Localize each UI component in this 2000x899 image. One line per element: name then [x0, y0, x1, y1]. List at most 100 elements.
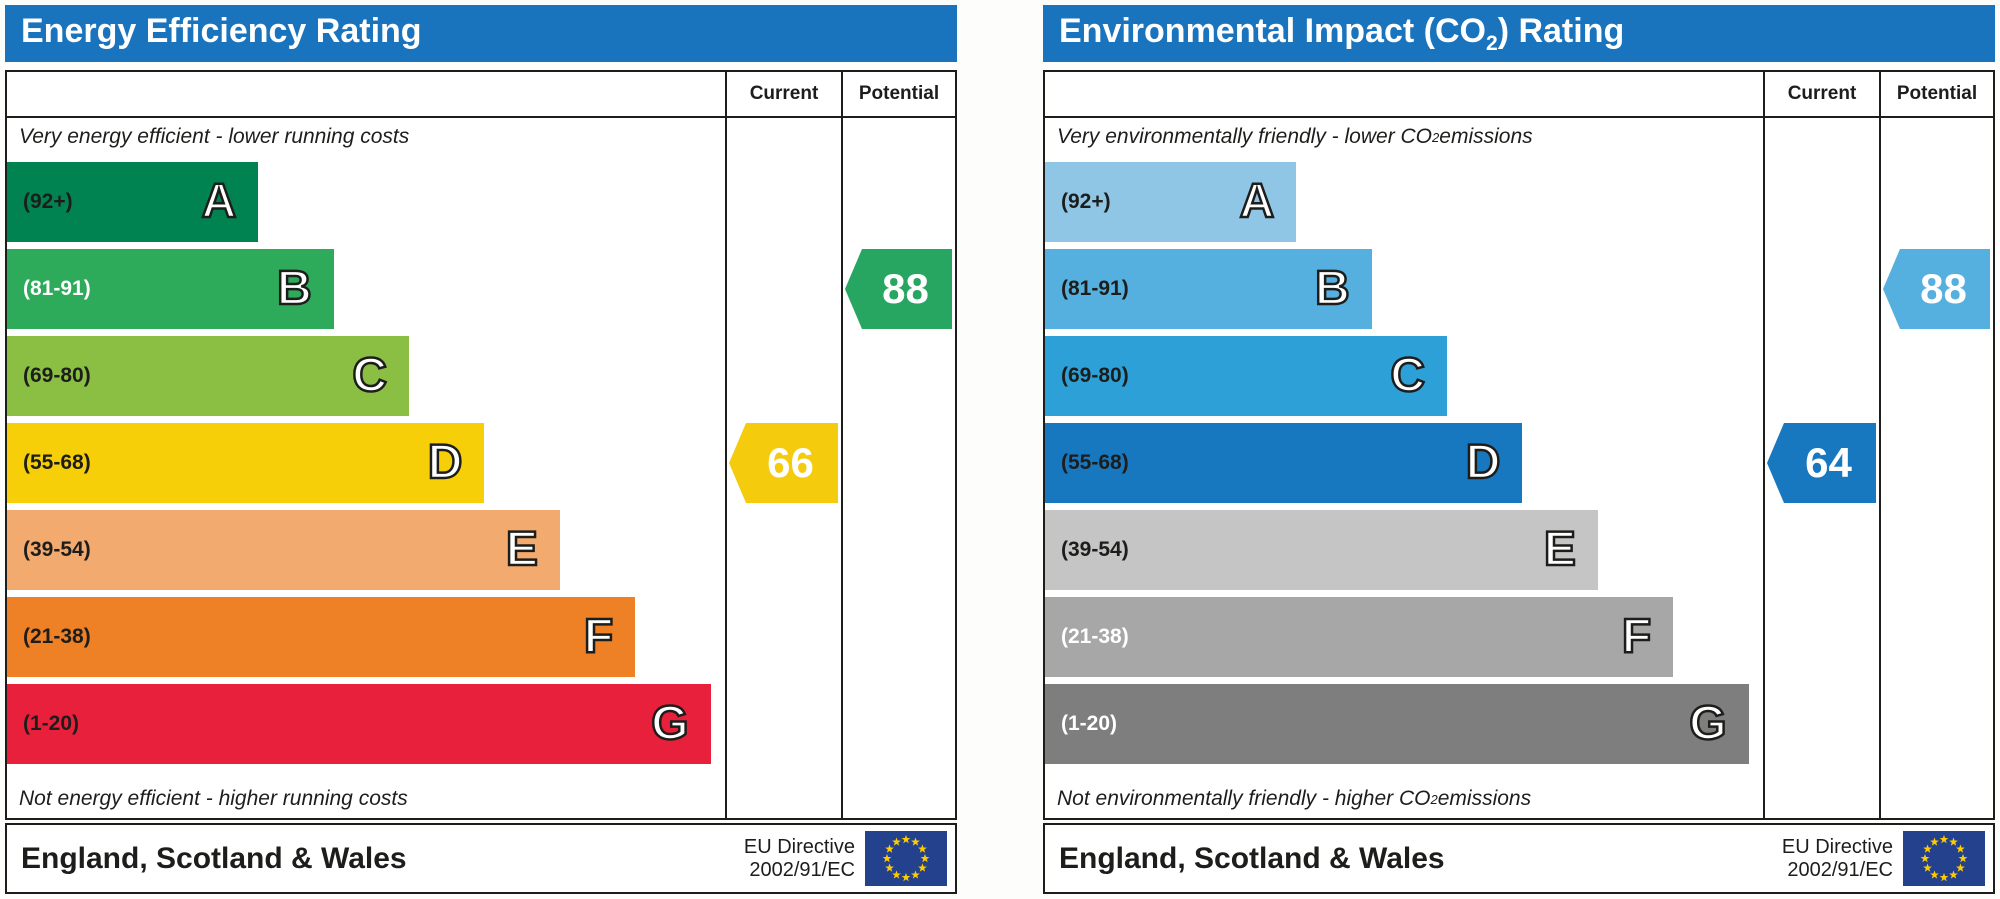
band-range-label: (81-91) [1061, 277, 1129, 300]
potential-rating-arrow: 88 [1883, 249, 1990, 329]
band-letter: F [583, 610, 615, 663]
current-column-header: Current [1763, 72, 1879, 116]
rating-bands-area: Very environmentally friendly - lower CO… [1045, 118, 1763, 818]
eu-directive-label: EU Directive 2002/91/EC [744, 836, 865, 882]
chart-body: Very energy efficient - lower running co… [7, 118, 955, 818]
caption-top: Very environmentally friendly - lower CO… [1057, 125, 1533, 148]
band-letter: E [505, 523, 540, 576]
bands-list: (92+) A (81-91) B (69-80) C (55-68) D (39-54… [7, 156, 725, 764]
band-range-label: (55-68) [1061, 451, 1129, 474]
potential-column-header: Potential [841, 72, 955, 116]
potential-rating-arrow: 88 [845, 249, 952, 329]
band-row-a: (92+) A [7, 162, 725, 242]
rating-chart: Current Potential Very energy efficient … [5, 70, 957, 820]
band-range-label: (55-68) [23, 451, 91, 474]
band-letter: D [427, 436, 464, 489]
band-letter: C [351, 349, 388, 402]
band-bar-c: (69-80) C [7, 336, 410, 416]
chart-header-row: Current Potential [1045, 72, 1993, 118]
band-row-f: (21-38) F [1045, 597, 1763, 677]
energy-efficiency-panel: Energy Efficiency Rating Current Potenti… [5, 5, 957, 894]
band-range-label: (1-20) [23, 712, 80, 735]
chart-header-row: Current Potential [7, 72, 955, 118]
current-rating-value: 66 [767, 439, 814, 486]
band-letter: G [1688, 697, 1728, 750]
rating-bands-area: Very energy efficient - lower running co… [7, 118, 725, 818]
band-bar-b: (81-91) B [7, 249, 334, 329]
header-spacer [7, 72, 725, 116]
band-bar-e: (39-54) E [7, 510, 560, 590]
band-range-label: (92+) [1061, 190, 1111, 213]
current-rating-arrow: 66 [729, 423, 838, 503]
page-title: Environmental Impact (CO2) Rating [1043, 5, 1995, 62]
band-bar-d: (55-68) D [7, 423, 485, 503]
band-row-b: (81-91) B [7, 249, 725, 329]
band-bar-g: (1-20) G [7, 684, 711, 764]
band-range-label: (92+) [23, 190, 73, 213]
band-letter: A [1238, 175, 1275, 228]
chart-body: Very environmentally friendly - lower CO… [1045, 118, 1993, 818]
band-bar-a: (92+) A [7, 162, 259, 242]
band-letter: A [200, 175, 237, 228]
caption-top: Very energy efficient - lower running co… [19, 125, 410, 148]
page-title: Energy Efficiency Rating [5, 5, 957, 62]
band-bar-e: (39-54) E [1045, 510, 1598, 590]
band-row-b: (81-91) B [1045, 249, 1763, 329]
band-letter: B [1314, 262, 1351, 315]
environmental-impact-panel: Environmental Impact (CO2) Rating Curren… [1043, 5, 1995, 894]
potential-rating-value: 88 [882, 265, 929, 312]
band-row-d: (55-68) D [7, 423, 725, 503]
band-bar-f: (21-38) F [7, 597, 636, 677]
eu-flag-icon [865, 831, 947, 886]
band-bar-g: (1-20) G [1045, 684, 1749, 764]
eu-directive-line2: 2002/91/EC [1787, 858, 1893, 881]
band-row-d: (55-68) D [1045, 423, 1763, 503]
band-letter: C [1389, 349, 1426, 402]
band-bar-c: (69-80) C [1045, 336, 1448, 416]
band-row-f: (21-38) F [7, 597, 725, 677]
band-bar-f: (21-38) F [1045, 597, 1674, 677]
band-row-c: (69-80) C [7, 336, 725, 416]
band-row-e: (39-54) E [1045, 510, 1763, 590]
potential-column: 88 [841, 118, 955, 818]
band-range-label: (69-80) [23, 364, 91, 387]
band-range-label: (39-54) [23, 538, 91, 561]
region-label: England, Scotland & Wales [1059, 841, 1445, 875]
band-letter: F [1621, 610, 1653, 663]
band-letter: G [650, 697, 690, 750]
band-row-g: (1-20) G [7, 684, 725, 764]
title-text: Environmental Impact (CO2) Rating [1059, 11, 1625, 55]
band-bar-a: (92+) A [1045, 162, 1297, 242]
potential-rating-value: 88 [1920, 265, 1967, 312]
footer-bar: England, Scotland & Wales EU Directive 2… [1043, 823, 1995, 894]
band-range-label: (69-80) [1061, 364, 1129, 387]
band-row-c: (69-80) C [1045, 336, 1763, 416]
band-letter: E [1543, 523, 1578, 576]
eu-directive-label: EU Directive 2002/91/EC [1782, 836, 1903, 882]
current-column-header: Current [725, 72, 841, 116]
eu-flag-icon [1903, 831, 1985, 886]
band-row-g: (1-20) G [1045, 684, 1763, 764]
title-text: Energy Efficiency Rating [21, 11, 422, 50]
band-row-a: (92+) A [1045, 162, 1763, 242]
band-range-label: (21-38) [1061, 625, 1129, 648]
band-bar-b: (81-91) B [1045, 249, 1372, 329]
band-bar-d: (55-68) D [1045, 423, 1523, 503]
eu-directive-line2: 2002/91/EC [749, 858, 855, 881]
caption-bottom: Not energy efficient - higher running co… [19, 787, 408, 810]
current-column: 64 [1763, 118, 1879, 818]
band-range-label: (81-91) [23, 277, 91, 300]
eu-directive-line1: EU Directive [743, 835, 855, 858]
rating-chart: Current Potential Very environmentally f… [1043, 70, 1995, 820]
current-rating-arrow: 64 [1767, 423, 1876, 503]
current-rating-value: 64 [1805, 439, 1852, 486]
potential-column: 88 [1879, 118, 1993, 818]
header-spacer [1045, 72, 1763, 116]
band-range-label: (39-54) [1061, 538, 1129, 561]
band-range-label: (21-38) [23, 625, 91, 648]
caption-bottom: Not environmentally friendly - higher CO… [1057, 787, 1532, 810]
region-label: England, Scotland & Wales [21, 841, 407, 875]
eu-directive-line1: EU Directive [1781, 835, 1893, 858]
bands-list: (92+) A (81-91) B (69-80) C (55-68) D (39-54… [1045, 156, 1763, 764]
